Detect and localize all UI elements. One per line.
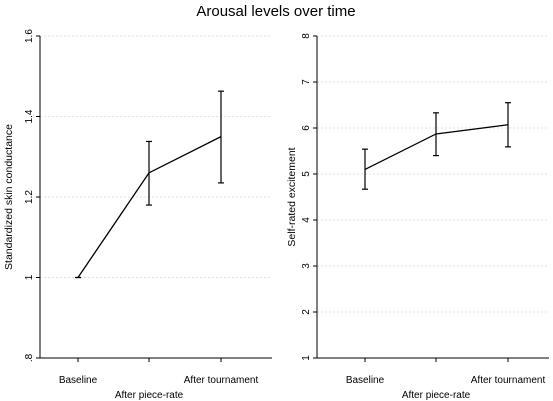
error-bar: [362, 148, 368, 190]
x-tick-label: After piece-rate: [115, 390, 184, 401]
y-tick-label: 1.4: [24, 109, 35, 123]
y-tick-label: 2: [301, 309, 312, 315]
y-tick-label: 1: [301, 355, 312, 361]
x-tick-label: After piece-rate: [402, 390, 471, 401]
y-tick-label: 4: [301, 217, 312, 223]
y-tick-label: 8: [301, 33, 312, 39]
chart-title: Arousal levels over time: [196, 3, 355, 20]
x-tick-label: After tournament: [471, 375, 546, 386]
error-bar: [505, 102, 511, 148]
y-tick-label: 3: [301, 263, 312, 269]
y-axis-label: Self-rated excitement: [286, 147, 298, 246]
x-tick-label: Baseline: [346, 375, 385, 386]
error-bar: [146, 140, 152, 206]
x-tick-label: Baseline: [59, 375, 98, 386]
y-tick-label: 7: [301, 79, 312, 85]
y-tick-label: 1.6: [24, 29, 35, 43]
y-tick-label: 1: [24, 274, 35, 280]
panel-skin-conductance: .8 1 1.2 1.4 1.6 Standardized skin conductanc…: [3, 29, 272, 401]
y-tick-label: 5: [301, 171, 312, 177]
y-tick-label: 6: [301, 125, 312, 131]
error-bar: [433, 112, 439, 157]
x-tick-label: After tournament: [184, 375, 259, 386]
panel-self-rated-excitement: 1 2 3 4 5 6 7 8 Self-rated excitement Baseline Aft…: [286, 33, 549, 401]
y-axis-label: Standardized skin conductance: [3, 124, 15, 270]
y-tick-label: 1.2: [24, 190, 35, 204]
error-bar: [218, 90, 224, 184]
y-tick-label: .8: [24, 353, 35, 362]
